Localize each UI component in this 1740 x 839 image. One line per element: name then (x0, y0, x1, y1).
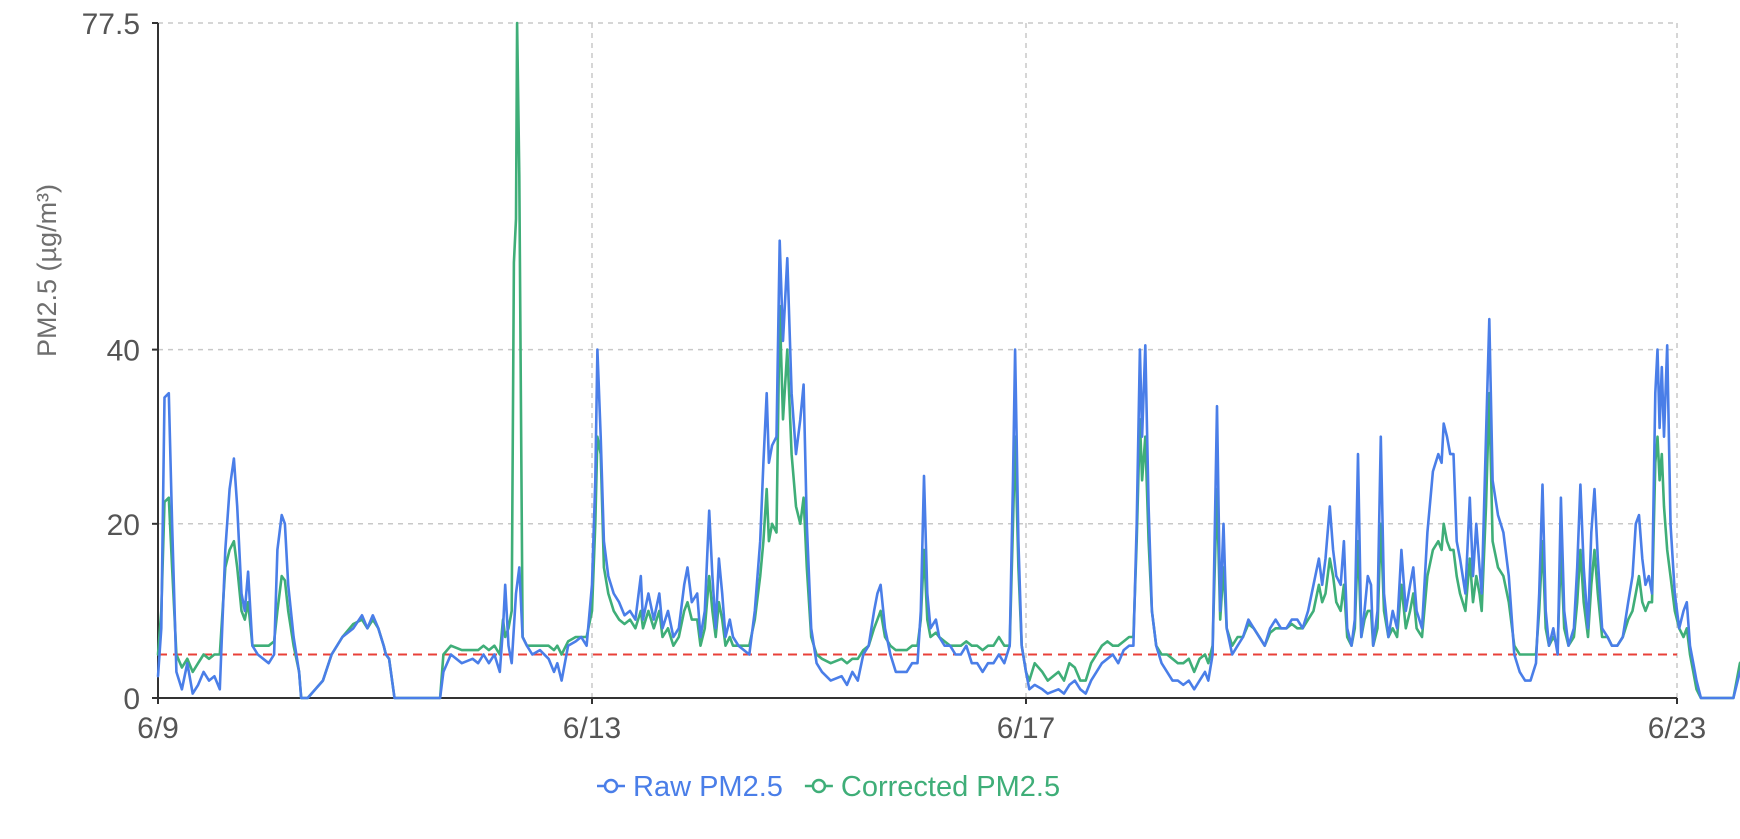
legend[interactable]: Raw PM2.5 Corrected PM2.5 (597, 771, 1060, 803)
corrected-pm25-line (156, 21, 1740, 700)
tick-labels: 0 20 40 77.5 6/9 6/13 6/17 6/23 (82, 8, 1707, 745)
y-tick-label: 0 (123, 683, 140, 716)
legend-label: Corrected PM2.5 (841, 771, 1060, 803)
axes (152, 22, 1678, 704)
x-tick-label: 6/17 (997, 712, 1055, 745)
legend-label: Raw PM2.5 (633, 771, 783, 803)
y-tick-label: 40 (107, 335, 140, 368)
x-tick-label: 6/13 (563, 712, 621, 745)
raw-pm25-line (156, 239, 1740, 700)
legend-marker-icon (603, 778, 619, 794)
y-axis-title: PM2.5 (µg/m³) (32, 184, 62, 357)
grid-lines (158, 22, 1678, 698)
legend-item-raw[interactable]: Raw PM2.5 (597, 771, 783, 803)
y-tick-label: 77.5 (82, 8, 140, 41)
x-tick-label: 6/23 (1648, 712, 1706, 745)
legend-marker-icon (811, 778, 827, 794)
y-tick-label: 20 (107, 509, 140, 542)
x-tick-label: 6/9 (137, 712, 179, 745)
series-lines (156, 21, 1740, 700)
legend-item-corrected[interactable]: Corrected PM2.5 (804, 771, 1060, 803)
